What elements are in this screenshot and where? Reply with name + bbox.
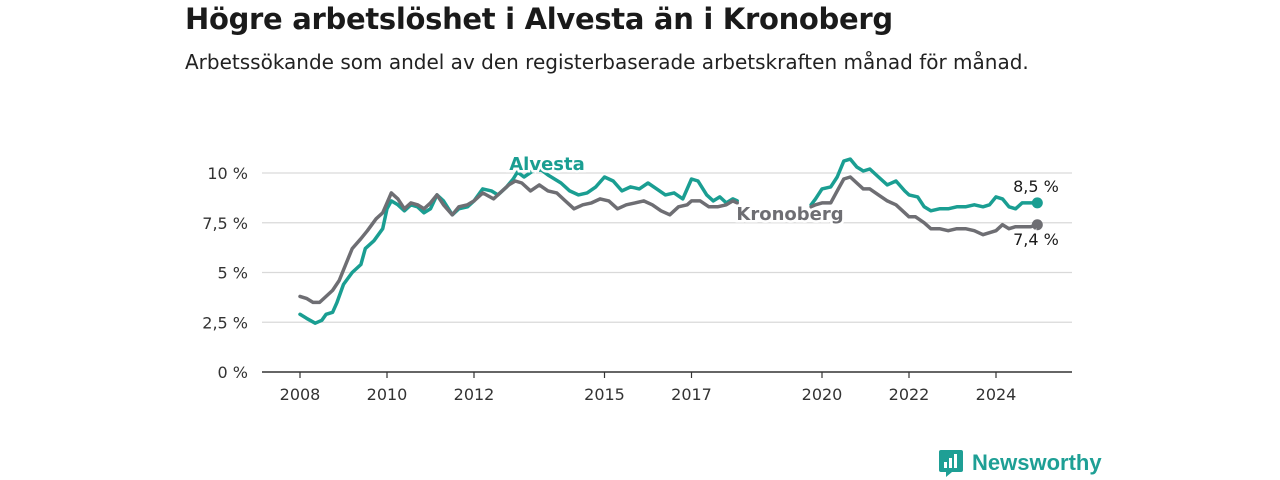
series-lines <box>298 157 1043 325</box>
end-value-label: 7,4 % <box>1013 230 1059 249</box>
end-value-label: 8,5 % <box>1013 177 1059 196</box>
end-point-kronoberg <box>1031 219 1043 231</box>
end-point-alvesta <box>1031 197 1043 209</box>
x-tick-label: 2012 <box>454 385 495 404</box>
series-line-alvesta <box>298 157 1040 325</box>
x-tick-label: 2022 <box>889 385 930 404</box>
series-name-label: Alvesta <box>509 154 585 175</box>
x-tick-label: 2015 <box>584 385 625 404</box>
newsworthy-logo-icon <box>939 450 963 477</box>
newsworthy-brand: Newsworthy <box>972 450 1102 475</box>
y-tick-label: 2,5 % <box>202 313 248 332</box>
series-labels: 8,5 % Alvesta 7,4 % Kronoberg <box>507 152 1061 252</box>
x-tick-label: 2017 <box>671 385 712 404</box>
y-tick-label: 0 % <box>218 363 248 382</box>
gridlines <box>262 172 1072 373</box>
x-tick-label: 2020 <box>802 385 843 404</box>
series-name-label: Kronoberg <box>736 204 843 225</box>
series-line-kronoberg <box>298 175 1040 305</box>
y-tick-label: 7,5 % <box>202 214 248 233</box>
x-tick-label: 2024 <box>976 385 1017 404</box>
newsworthy-logo: Newsworthy <box>938 449 1102 477</box>
x-axis-tick-labels: 2008 2010 2012 2015 2017 2020 2022 2024 <box>280 372 1017 404</box>
y-tick-label: 10 % <box>207 164 248 183</box>
y-tick-label: 5 % <box>218 264 248 283</box>
chart-subtitle: Arbetssökande som andel av den registerb… <box>185 50 1029 74</box>
chart-title: Högre arbetslöshet i Alvesta än i Kronob… <box>185 2 893 36</box>
x-tick-label: 2010 <box>367 385 408 404</box>
x-tick-label: 2008 <box>280 385 321 404</box>
y-axis-tick-labels: 0 % 2,5 % 5 % 7,5 % 10 % <box>202 164 248 382</box>
